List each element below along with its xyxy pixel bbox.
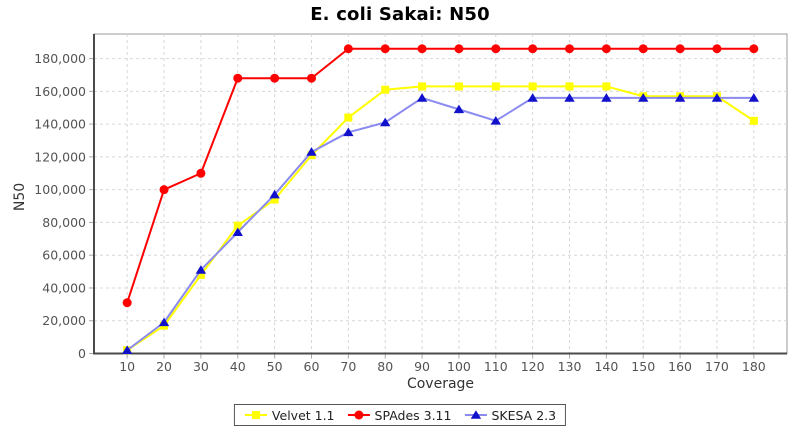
svg-text:140: 140 — [594, 359, 618, 374]
legend: Velvet 1.1 SPAdes 3.11 SKESA 2.3 — [233, 404, 567, 426]
svg-text:80: 80 — [377, 359, 393, 374]
svg-text:180: 180 — [742, 359, 766, 374]
svg-text:20: 20 — [156, 359, 172, 374]
chart-title: E. coli Sakai: N50 — [310, 4, 490, 25]
legend-label-velvet: Velvet 1.1 — [271, 407, 335, 423]
svg-text:170: 170 — [705, 359, 729, 374]
y-tick-labels: 0 20,000 40,000 60,000 80,000 100,000 120,000 1… — [34, 51, 86, 361]
legend-item-skesa: SKESA 2.3 — [463, 408, 556, 423]
series-line — [126, 85, 755, 352]
svg-text:130: 130 — [558, 359, 582, 374]
svg-text:100,000: 100,000 — [34, 182, 86, 197]
legend-label-skesa: SKESA 2.3 — [491, 407, 557, 423]
legend-swatch-square-icon — [244, 411, 267, 419]
y-axis-title-text: N50 — [12, 182, 28, 212]
svg-text:10: 10 — [119, 359, 135, 374]
svg-text:30: 30 — [193, 359, 209, 374]
legend-swatch-triangle-icon — [464, 410, 487, 419]
svg-text:140,000: 140,000 — [34, 117, 86, 132]
series-line — [126, 47, 754, 304]
svg-text:40: 40 — [230, 359, 246, 374]
legend-label-spades: SPAdes 3.11 — [374, 407, 452, 423]
svg-text:80,000: 80,000 — [42, 215, 86, 230]
series-skesa — [121, 93, 760, 355]
svg-text:90: 90 — [414, 359, 430, 374]
axis-ticks — [89, 58, 755, 359]
legend-item-spades: SPAdes 3.11 — [347, 407, 452, 423]
x-axis-title: Coverage — [406, 376, 475, 392]
svg-text:120,000: 120,000 — [34, 149, 86, 164]
x-tick-labels: 10 20 30 40 50 60 70 80 90 100 110 120 130 140 150 160 1… — [119, 359, 766, 374]
svg-text:60,000: 60,000 — [42, 248, 86, 263]
svg-text:40,000: 40,000 — [42, 280, 86, 295]
svg-text:60: 60 — [304, 359, 320, 374]
svg-text:50: 50 — [267, 359, 283, 374]
gridlines — [94, 34, 787, 354]
svg-text:150: 150 — [631, 359, 655, 374]
svg-text:0: 0 — [78, 346, 86, 361]
svg-text:160,000: 160,000 — [34, 84, 86, 99]
svg-text:120: 120 — [521, 359, 545, 374]
legend-swatch-circle-icon — [347, 410, 370, 420]
svg-text:160: 160 — [668, 359, 692, 374]
series-spades — [122, 44, 759, 308]
svg-text:100: 100 — [447, 359, 471, 374]
plot-frame — [93, 33, 788, 354]
legend-item-velvet: Velvet 1.1 — [244, 408, 335, 423]
svg-text:110: 110 — [484, 359, 508, 374]
svg-text:70: 70 — [340, 359, 356, 374]
svg-text:180,000: 180,000 — [34, 51, 86, 66]
svg-text:20,000: 20,000 — [42, 313, 86, 328]
series-line — [126, 96, 754, 352]
